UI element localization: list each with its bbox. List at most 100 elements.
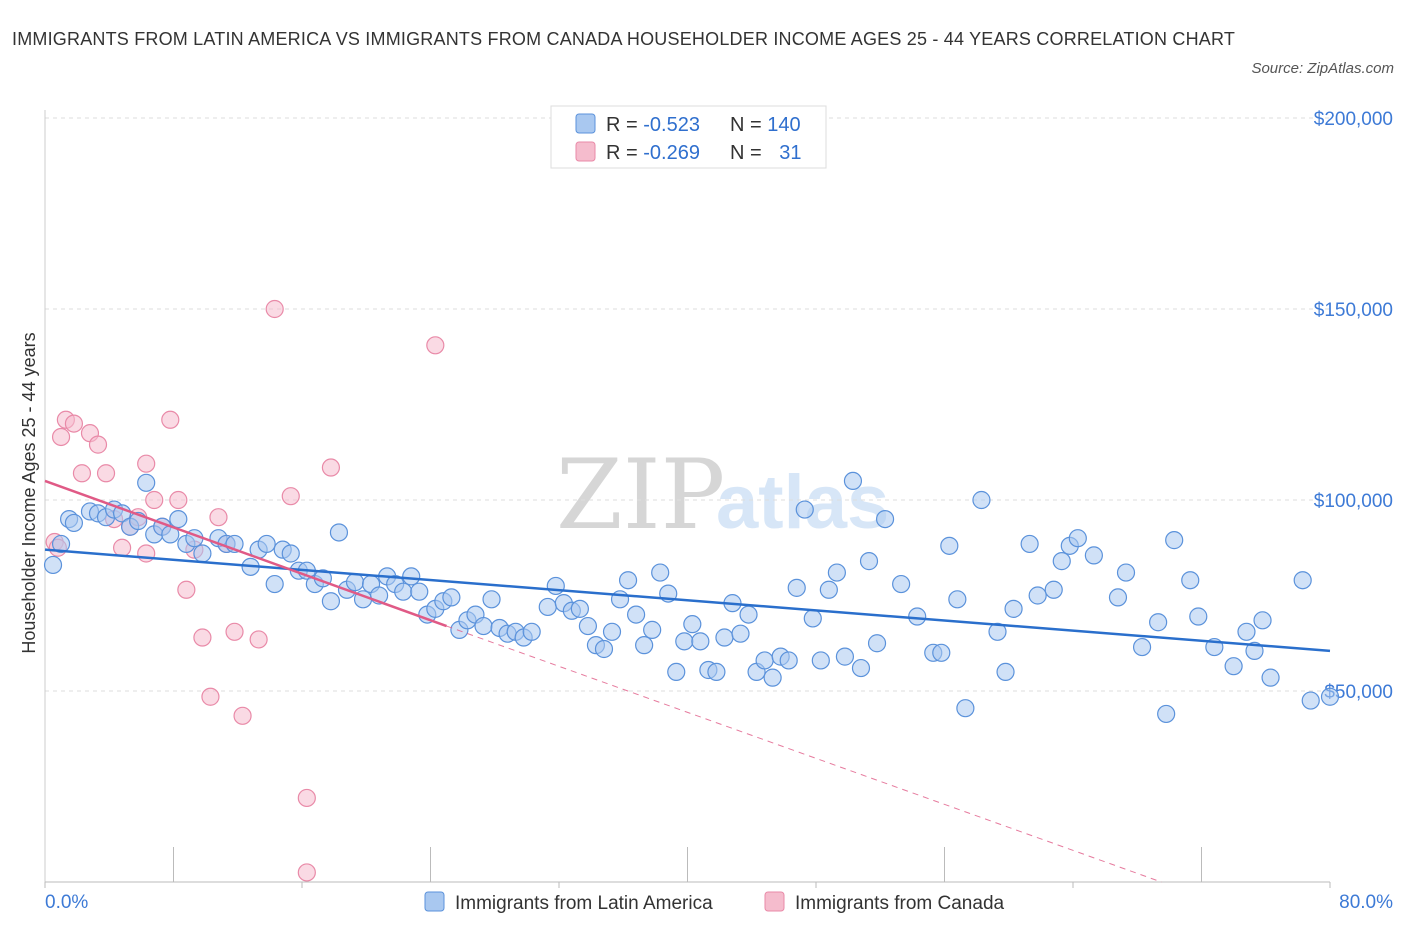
canada-point — [161, 410, 180, 429]
axes — [44, 110, 1331, 888]
canada-point — [193, 628, 212, 647]
latin-america-point — [948, 590, 967, 609]
y-tick-label: $150,000 — [1314, 300, 1393, 321]
latin-america-point — [731, 624, 750, 643]
latin-america-point — [594, 639, 614, 659]
latin-america-point — [1157, 704, 1176, 724]
legend-n-value-latin-america: 140 — [767, 114, 800, 136]
latin-america-point — [875, 509, 895, 529]
latin-america-point — [996, 662, 1015, 682]
latin-america-point — [835, 647, 855, 666]
latin-america-point — [1084, 546, 1103, 565]
latin-america-point — [402, 567, 421, 586]
x-tick-label-max: 80.0% — [1339, 892, 1393, 913]
canada-point — [145, 490, 164, 510]
legend-stats: R = -0.523 N = 140 R = -0.269 N = 31 — [550, 105, 827, 169]
canada-point — [72, 464, 92, 483]
latin-america-point — [265, 574, 284, 594]
latin-america-point — [394, 582, 413, 601]
legend-r-label-canada: R = — [606, 142, 643, 164]
latin-america-point — [345, 573, 365, 592]
latin-america-point — [1253, 611, 1272, 630]
grid-lines — [45, 117, 1330, 692]
canada-point — [426, 336, 445, 355]
legend-n-label-canada: N = — [730, 142, 767, 164]
canada-point — [265, 299, 284, 319]
trend-line-canada — [44, 479, 447, 628]
latin-america-point — [715, 628, 734, 647]
svg-text:N = 31: N = 31 — [730, 142, 802, 164]
latin-america-point — [1108, 588, 1128, 607]
canada-point — [177, 580, 196, 599]
latin-america-point — [667, 662, 686, 682]
latin-america-point — [972, 490, 991, 510]
latin-america-point — [635, 636, 654, 655]
latin-america-point — [1301, 691, 1320, 710]
canada-point — [321, 458, 341, 477]
legend-stats-swatch-canada — [575, 141, 596, 162]
trend-line-latin-america — [44, 548, 1331, 653]
y-tick-label: $200,000 — [1314, 109, 1393, 130]
watermark-zip: ZIP — [556, 439, 725, 551]
latin-america-point — [618, 571, 638, 590]
latin-america-point — [321, 592, 341, 611]
legend-stats-box — [550, 105, 827, 169]
canada-point — [201, 687, 220, 706]
latin-america-point — [1020, 534, 1039, 554]
latin-america-point — [892, 574, 911, 594]
legend-label-canada: Immigrants from Canada — [795, 893, 1005, 914]
latin-america-point — [779, 651, 798, 670]
latin-america-point — [1116, 563, 1136, 582]
latin-america-point — [281, 544, 300, 563]
latin-america-point — [827, 563, 846, 582]
latin-america-point — [851, 658, 871, 678]
latin-america-point — [570, 599, 589, 618]
latin-america-point — [193, 544, 212, 563]
latin-america-point — [538, 597, 557, 617]
latin-america-point — [1189, 607, 1208, 626]
legend-r-value-canada: -0.269 — [643, 142, 700, 164]
canada-point — [112, 538, 132, 557]
latin-america-point — [1237, 622, 1256, 641]
latin-america-point — [442, 588, 461, 607]
latin-america-point — [51, 534, 71, 554]
canada-point — [281, 487, 300, 506]
canada-point — [51, 427, 71, 447]
legend-r-value-latin-america: -0.523 — [643, 114, 700, 136]
latin-america-point — [1181, 571, 1200, 590]
canada-point — [64, 414, 84, 433]
legend-r-label-latin-america: R = — [606, 114, 643, 136]
y-tick-labels: $50,000 $100,000 $150,000 $200,000 — [1314, 109, 1393, 703]
canada-point — [225, 622, 244, 641]
latin-america-point — [803, 609, 822, 628]
latin-america-point — [1044, 580, 1063, 599]
legend-n-value-canada: 31 — [779, 142, 801, 164]
legend-swatch-canada — [764, 891, 785, 912]
latin-america-point — [1224, 657, 1243, 676]
canada-point — [96, 464, 116, 483]
latin-america-point — [819, 580, 838, 599]
latin-america-point — [1165, 531, 1184, 550]
latin-america-point — [482, 590, 501, 609]
canada-point — [169, 490, 188, 510]
canada-point — [137, 544, 156, 563]
chart-source: Source: ZipAtlas.com — [1251, 60, 1394, 77]
latin-america-point — [522, 622, 541, 641]
latin-america-point — [1004, 599, 1023, 618]
latin-america-point — [763, 668, 782, 687]
latin-america-point — [329, 523, 349, 542]
latin-america-point — [859, 552, 879, 571]
latin-america-point — [932, 643, 951, 662]
latin-america-point — [546, 576, 565, 596]
canada-point — [233, 706, 252, 725]
latin-america-point — [739, 605, 758, 624]
trend-lines — [44, 479, 1331, 883]
legend-n-label-latin-america: N = — [730, 114, 767, 136]
latin-america-point — [602, 622, 622, 641]
latin-america-point — [410, 582, 429, 601]
y-axis-title: Householder Income Ages 25 - 44 years — [19, 332, 39, 653]
x-tick-labels: 0.0% 80.0% — [45, 892, 1393, 913]
svg-text:R = -0.523: R = -0.523 — [606, 114, 700, 136]
canada-point — [249, 630, 268, 649]
canada-point — [137, 454, 156, 473]
